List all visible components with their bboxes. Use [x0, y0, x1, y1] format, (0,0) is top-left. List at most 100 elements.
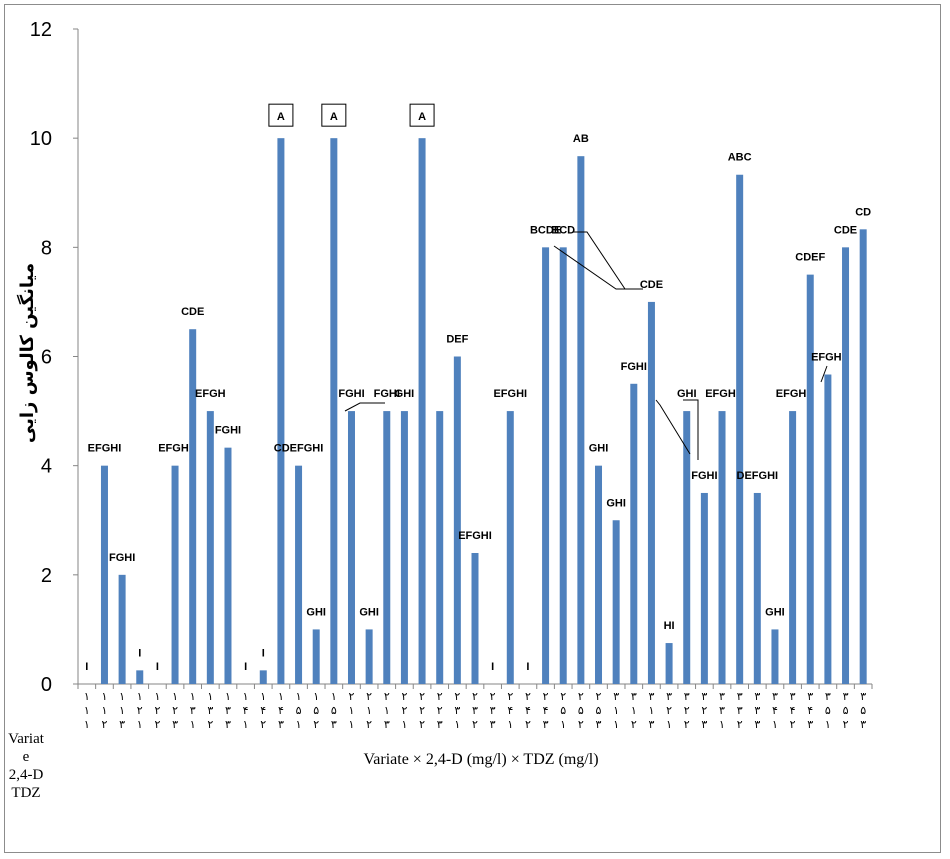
- x-category-label: ۲: [525, 718, 531, 731]
- x-category-label: ۳: [701, 690, 707, 703]
- x-category-label: ۳: [860, 718, 866, 731]
- x-category-label: ۲: [525, 690, 531, 703]
- x-category-label: ۵: [596, 704, 602, 717]
- bar: [136, 670, 144, 684]
- x-category-label: ۲: [366, 690, 372, 703]
- significance-letter: FGHI: [691, 470, 717, 482]
- significance-letter: FGHI: [621, 361, 647, 373]
- x-category-label: ۲: [437, 690, 443, 703]
- significance-letter: GHI: [589, 443, 609, 455]
- significance-letter: HI: [664, 620, 675, 632]
- x-category-label: ۱: [84, 718, 90, 731]
- significance-letter: EFGHI: [705, 388, 739, 400]
- bar: [542, 247, 550, 685]
- bar: [806, 274, 814, 684]
- bar: [771, 629, 779, 684]
- letter-box: [409, 103, 435, 127]
- x-category-label: ۱: [507, 718, 513, 731]
- x-category-label: ۴: [790, 704, 796, 717]
- bar: [577, 156, 585, 684]
- significance-letter: I: [491, 661, 494, 673]
- significance-letter: EFGHI: [158, 443, 192, 455]
- x-category-label: ۲: [207, 718, 213, 731]
- row-label-tdz: TDZ: [11, 785, 41, 801]
- x-category-label: ۱: [384, 704, 390, 717]
- x-category-label: ۱: [313, 690, 319, 703]
- bar: [595, 465, 603, 684]
- bar: [700, 492, 708, 684]
- x-category-label: ۲: [684, 704, 690, 717]
- significance-letter: CDE: [181, 306, 204, 318]
- x-category-label: ۱: [154, 690, 160, 703]
- significance-letter: ABC: [728, 152, 752, 164]
- bar: [171, 465, 179, 684]
- bar: [259, 670, 267, 684]
- x-category-label: ۳: [843, 690, 849, 703]
- x-category-label: ۳: [719, 704, 725, 717]
- x-category-label: ۱: [825, 718, 831, 731]
- significance-letter: I: [262, 647, 265, 659]
- significance-letter: EFGH: [195, 388, 226, 400]
- x-category-label: ۲: [366, 718, 372, 731]
- significance-letter: AB: [573, 133, 589, 145]
- x-category-label: ۳: [860, 690, 866, 703]
- x-category-label: ۳: [225, 704, 231, 717]
- x-category-label: ۱: [102, 690, 108, 703]
- significance-letter: I: [138, 647, 141, 659]
- y-tick-label: 0: [41, 674, 52, 696]
- x-category-label: ۱: [331, 690, 337, 703]
- x-category-label: ۲: [737, 718, 743, 731]
- x-category-label: ۱: [648, 704, 654, 717]
- x-category-label: ۳: [190, 704, 196, 717]
- significance-letter: CDE: [834, 224, 857, 236]
- leader-line: [553, 245, 643, 290]
- x-category-label: ۱: [666, 718, 672, 731]
- x-category-label: ۳: [207, 704, 213, 717]
- bar: [753, 492, 761, 684]
- x-category-label: ۱: [613, 704, 619, 717]
- x-category-label: ۱: [296, 718, 302, 731]
- x-category-label: ۲: [260, 718, 266, 731]
- x-category-label: ۲: [543, 690, 549, 703]
- y-tick-label: 12: [30, 19, 52, 41]
- y-tick-label: 10: [30, 128, 52, 150]
- x-category-label: ۴: [525, 704, 531, 717]
- x-category-label: ۲: [843, 718, 849, 731]
- bar: [224, 447, 232, 684]
- x-category-label: ۱: [225, 690, 231, 703]
- bar: [718, 411, 726, 684]
- significance-letter: A: [330, 111, 338, 123]
- significance-letter: GHI: [606, 497, 626, 509]
- x-category-label: ۲: [401, 690, 407, 703]
- x-category-label: ۳: [631, 690, 637, 703]
- x-category-label: ۱: [190, 718, 196, 731]
- significance-letter: GHI: [765, 606, 785, 618]
- x-category-label: ۱: [260, 690, 266, 703]
- x-category-label: ۵: [331, 704, 337, 717]
- x-category-label: ۳: [472, 704, 478, 717]
- x-category-label: ۱: [119, 704, 125, 717]
- bar: [453, 356, 461, 684]
- significance-letter: A: [277, 111, 285, 123]
- x-category-label: ۳: [684, 690, 690, 703]
- x-category-label: ۵: [578, 704, 584, 717]
- y-tick-label: 8: [41, 237, 52, 259]
- x-category-label: ۲: [419, 704, 425, 717]
- x-category-label: ۴: [807, 704, 813, 717]
- chart-frame: [4, 4, 941, 853]
- significance-letter: EFGHI: [776, 388, 810, 400]
- significance-letter: GHI: [677, 388, 697, 400]
- x-category-label: ۲: [596, 690, 602, 703]
- y-tick-label: 2: [41, 565, 52, 587]
- row-label-24d: 2,4-D: [8, 767, 44, 783]
- significance-letter: I: [85, 661, 88, 673]
- x-category-label: ۳: [719, 690, 725, 703]
- x-category-label: ۲: [454, 690, 460, 703]
- x-category-label: ۱: [84, 690, 90, 703]
- x-category-label: ۱: [560, 718, 566, 731]
- bar: [330, 138, 338, 684]
- x-category-label: ۲: [313, 718, 319, 731]
- x-category-label: ۱: [102, 704, 108, 717]
- x-category-label: ۳: [225, 718, 231, 731]
- bar: [559, 247, 567, 685]
